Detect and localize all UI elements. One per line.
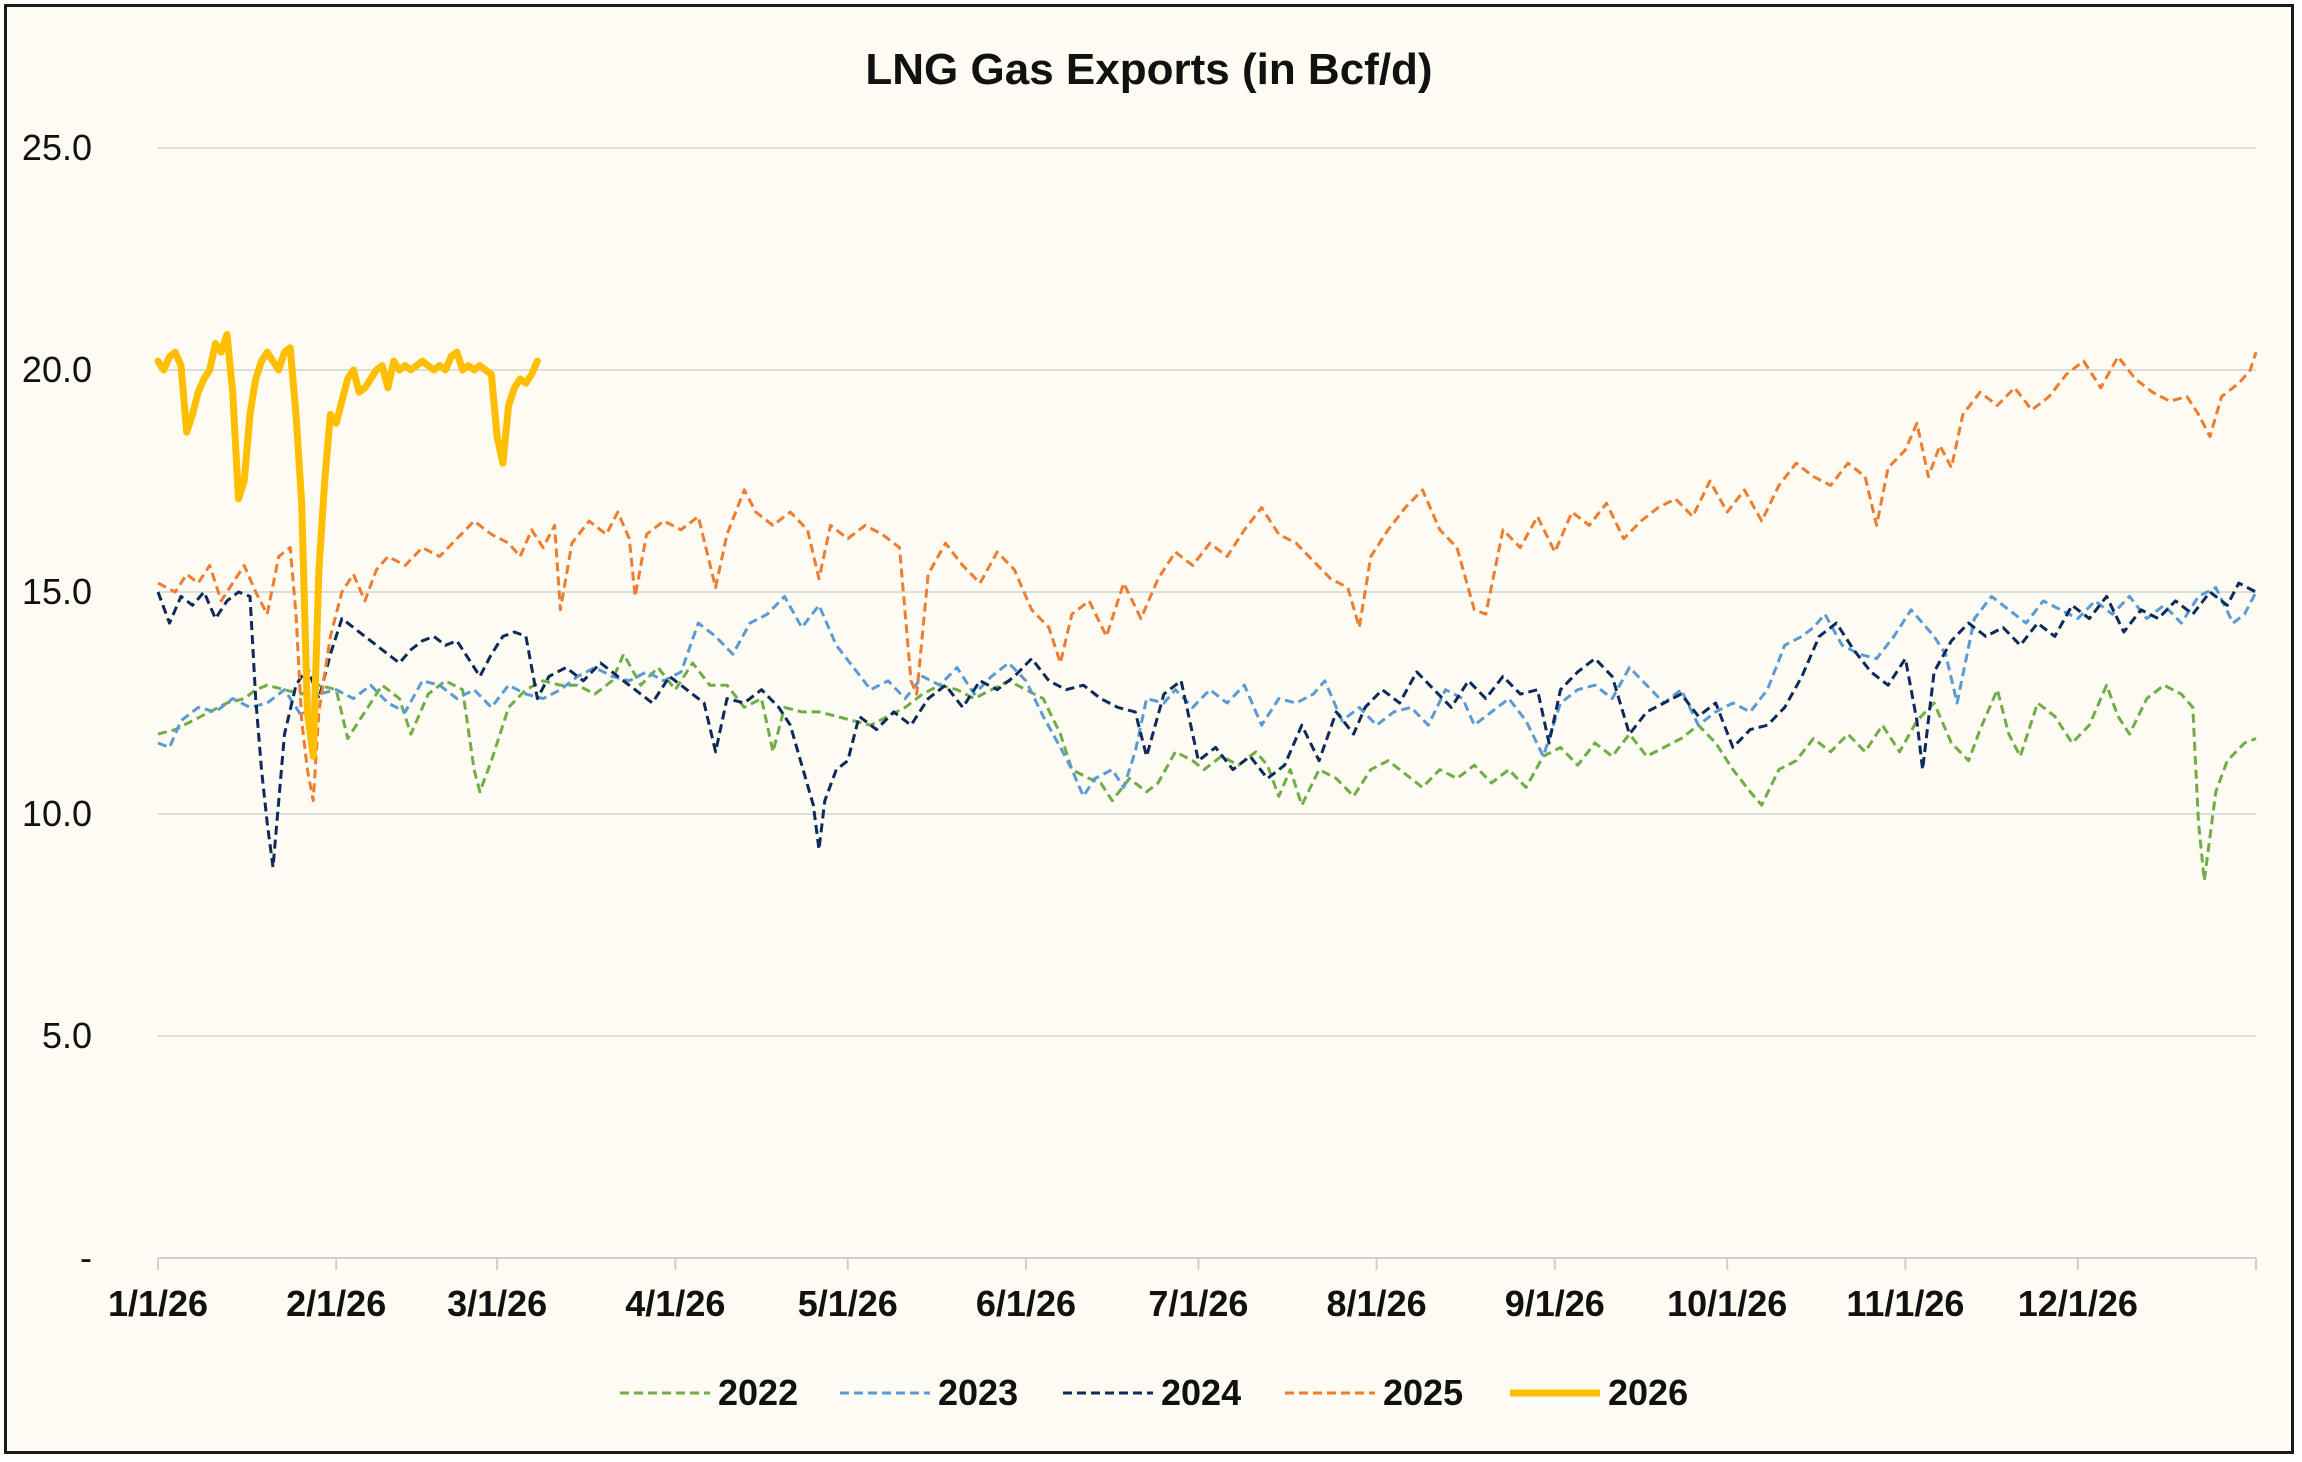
series-line-2025 xyxy=(157,351,2258,803)
x-tick-label: 9/1/26 xyxy=(1505,1283,1605,1324)
x-tick-label: 6/1/26 xyxy=(976,1283,1076,1324)
legend-label-2025: 2025 xyxy=(1383,1372,1463,1413)
y-tick-label: 15.0 xyxy=(22,571,92,612)
legend-label-2022: 2022 xyxy=(718,1372,798,1413)
x-tick-label: 5/1/26 xyxy=(798,1283,898,1324)
x-tick-label: 12/1/26 xyxy=(2018,1283,2138,1324)
x-tick-label: 2/1/26 xyxy=(286,1283,386,1324)
x-tick-label: 3/1/26 xyxy=(447,1283,547,1324)
x-tick-label: 10/1/26 xyxy=(1667,1283,1787,1324)
x-tick-label: 1/1/26 xyxy=(108,1283,208,1324)
y-tick-label: 5.0 xyxy=(42,1015,92,1056)
series-line-2023 xyxy=(157,586,2258,798)
legend-label-2026: 2026 xyxy=(1608,1372,1688,1413)
chart-title: LNG Gas Exports (in Bcf/d) xyxy=(865,45,1433,94)
y-tick-label: 20.0 xyxy=(22,349,92,390)
series-line-2022 xyxy=(157,652,2257,883)
x-tick-label: 11/1/26 xyxy=(1846,1283,1964,1324)
y-tick-label: 10.0 xyxy=(22,793,92,834)
legend: 2022 2023 2024 2025 2026 xyxy=(620,1372,1688,1413)
y-tick-label: 25.0 xyxy=(22,127,92,168)
legend-label-2023: 2023 xyxy=(938,1372,1018,1413)
legend-label-2024: 2024 xyxy=(1161,1372,1241,1413)
y-tick-label: - xyxy=(80,1237,92,1278)
y-axis: - 5.0 10.0 15.0 20.0 25.0 xyxy=(22,127,92,1278)
x-tick-labels: 1/1/26 2/1/26 3/1/26 4/1/26 5/1/26 6/1/26 7/1/… xyxy=(108,1283,2138,1324)
series-line-2024 xyxy=(156,581,2257,869)
series-line-2026 xyxy=(154,331,541,760)
x-tick-label: 7/1/26 xyxy=(1148,1283,1248,1324)
x-tick-label: 4/1/26 xyxy=(625,1283,725,1324)
x-axis xyxy=(157,1257,2257,1270)
series-lines xyxy=(154,331,2258,883)
x-tick-label: 8/1/26 xyxy=(1327,1283,1427,1324)
gridlines xyxy=(158,147,2256,1037)
